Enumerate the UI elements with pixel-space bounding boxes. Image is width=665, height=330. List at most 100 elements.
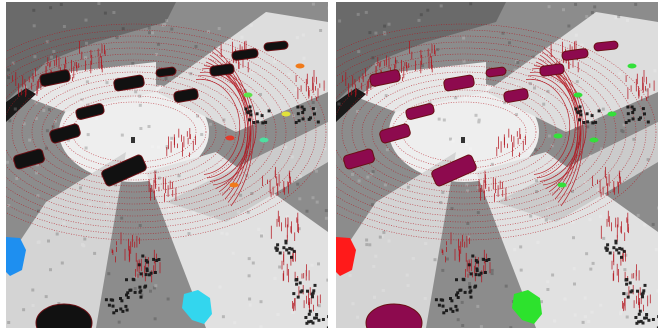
grid-cell [120, 216, 124, 220]
grid-cell [586, 125, 590, 129]
grid-cell [357, 179, 361, 183]
grid-cell [163, 22, 167, 26]
grid-cell [513, 68, 517, 72]
occupied-cell [626, 105, 630, 109]
grid-cell [47, 239, 50, 243]
grid-cell [86, 133, 90, 137]
grid-cell [297, 174, 301, 178]
grid-cell [284, 145, 288, 149]
occupied-cell [137, 263, 141, 267]
grid-cell [337, 102, 341, 106]
lidar-ring [381, 89, 547, 175]
occupied-cell [126, 291, 130, 295]
grid-cell [326, 278, 328, 282]
grid-cell [324, 209, 328, 213]
occupied-cell [454, 304, 458, 308]
grid-cell [581, 320, 585, 324]
occupied-cell [651, 318, 655, 321]
occupied-cell [455, 293, 458, 297]
occupied-cell [292, 249, 296, 253]
occupied-cell [264, 120, 268, 124]
occupied-cell [641, 291, 645, 295]
grid-cell [154, 284, 158, 288]
grid-cell [409, 97, 413, 101]
grid-cell [567, 24, 571, 28]
occupied-cell [635, 321, 639, 325]
occupied-cell [121, 309, 125, 313]
occupied-cell [455, 278, 458, 282]
grid-cell [140, 293, 144, 297]
occupied-cell [288, 246, 292, 250]
grid-cell [368, 31, 372, 35]
grid-cell [469, 2, 473, 6]
free-space-lower-left [6, 152, 126, 328]
grid-cell [536, 240, 540, 244]
grid-cell [50, 55, 53, 59]
grid-cell [366, 175, 370, 179]
occupied-cell [275, 248, 279, 252]
occupied-cell [468, 285, 472, 289]
grid-cell [248, 303, 252, 307]
grid-cell [596, 187, 600, 191]
pedestrians-left [225, 63, 305, 188]
lidar-rings-left [6, 23, 327, 241]
grid-cell [216, 46, 220, 50]
grid-cell [44, 103, 48, 107]
grid-cell [381, 288, 385, 292]
grid-cell [417, 18, 421, 22]
occupied-cell [645, 313, 649, 316]
cars-left [13, 40, 289, 328]
grid-cell [365, 238, 369, 242]
occupied-cell [624, 121, 628, 124]
occupied-cell [311, 107, 315, 111]
grid-cell [490, 268, 494, 272]
occupied-cell [315, 313, 319, 316]
grid-cell [187, 232, 191, 236]
grid-cell [13, 107, 17, 111]
occupied-cell [304, 316, 308, 319]
grid-cell [6, 68, 10, 72]
occupied-cell [614, 241, 618, 245]
grid-cell [260, 232, 264, 236]
cars-right [343, 40, 619, 328]
grid-cell [465, 183, 469, 187]
grid-cell [105, 81, 109, 85]
occupied-cell [622, 249, 626, 253]
occupied-cell [244, 107, 248, 111]
lidar-ring [336, 47, 617, 217]
grid-cell [513, 248, 517, 252]
ego-sensor-left [131, 137, 135, 143]
grid-cell [273, 57, 277, 60]
grid-cell [319, 29, 323, 32]
lidar-arc [525, 78, 571, 175]
occupied-cell [469, 295, 473, 299]
occupied-cell [139, 289, 143, 293]
occupied-cell [624, 278, 628, 282]
grid-cell [441, 268, 445, 272]
grid-cell [117, 320, 121, 324]
occupied-cell [292, 292, 296, 296]
grid-cell [44, 146, 48, 150]
grid-cell [84, 18, 88, 22]
grid-cell [66, 138, 70, 142]
grid-cell [81, 243, 84, 247]
occupied-cell [155, 259, 159, 262]
grid-cell [36, 209, 40, 213]
occupied-cell [141, 254, 145, 258]
grid-cell [32, 24, 36, 28]
occupied-cell [153, 271, 157, 274]
bottom-right-object-left [182, 290, 212, 324]
occupied-cell [115, 309, 118, 313]
occupied-cell [445, 309, 448, 313]
grid-cell [151, 31, 154, 35]
occupied-cell [317, 318, 321, 322]
grid-cell [364, 10, 368, 14]
grid-cell [576, 126, 580, 130]
grid-cell [384, 94, 388, 98]
grid-cell [572, 236, 575, 240]
grid-cell [383, 183, 387, 187]
occupied-cell [449, 307, 453, 311]
occupied-cells-left [104, 105, 328, 328]
grid-cell [370, 172, 374, 176]
grid-cell [461, 324, 465, 327]
